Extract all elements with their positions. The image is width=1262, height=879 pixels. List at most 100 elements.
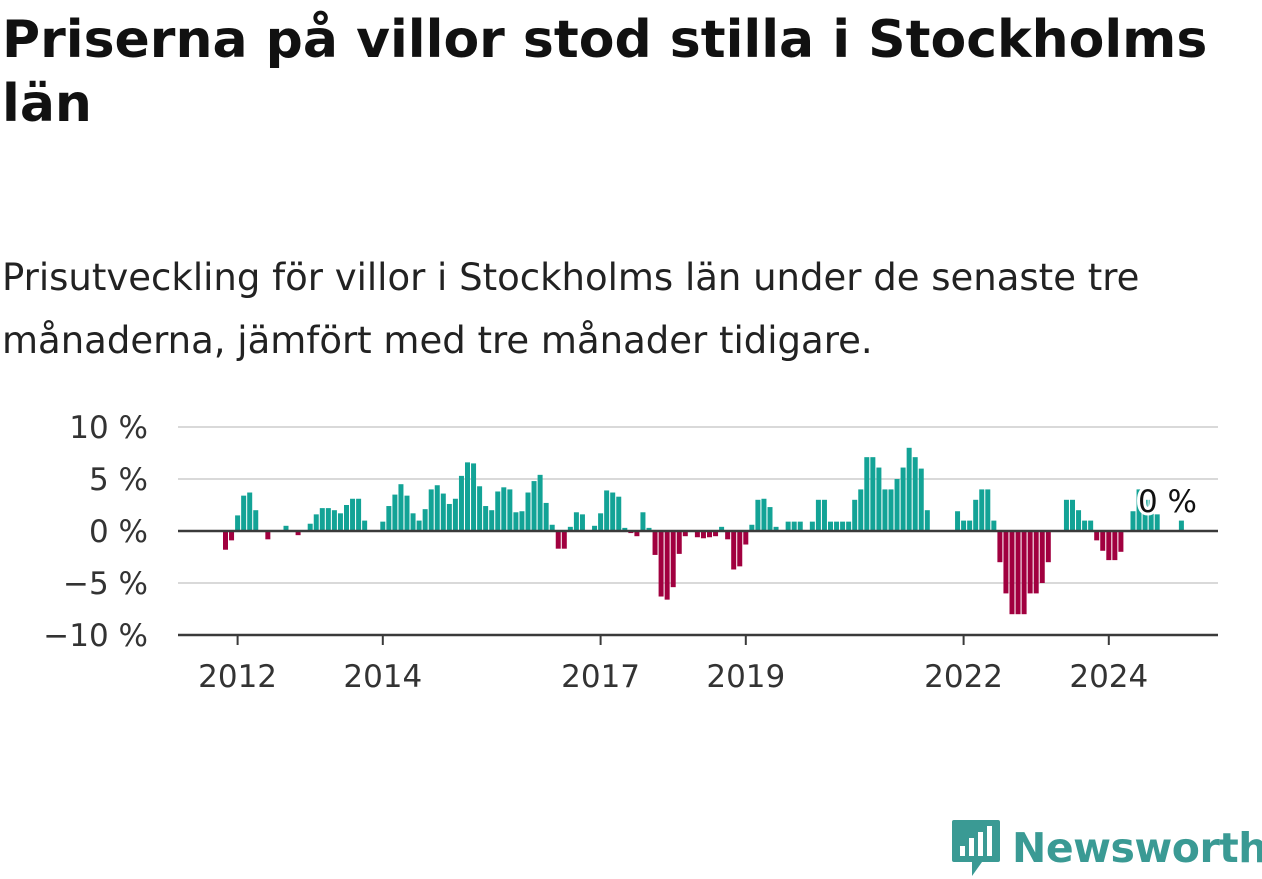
bar xyxy=(1118,531,1124,552)
bar xyxy=(446,503,452,531)
bar xyxy=(1015,531,1021,615)
bar xyxy=(313,514,319,531)
bar xyxy=(658,531,664,597)
bar xyxy=(985,489,991,531)
bar xyxy=(356,498,362,531)
bar xyxy=(731,531,737,570)
bar xyxy=(967,520,973,531)
x-tick-label: 2019 xyxy=(706,659,785,695)
bar xyxy=(1003,531,1009,594)
bar xyxy=(876,467,882,531)
bar xyxy=(1027,531,1033,594)
bar xyxy=(1076,510,1082,531)
bar xyxy=(640,512,646,531)
bar xyxy=(362,520,368,531)
bar xyxy=(519,511,525,531)
bar xyxy=(834,521,840,531)
bar xyxy=(223,531,228,550)
bar xyxy=(858,489,864,531)
bar xyxy=(1178,520,1184,531)
bar xyxy=(1112,531,1118,561)
bar xyxy=(513,512,519,531)
bar xyxy=(767,507,773,531)
bar xyxy=(325,508,331,531)
bar xyxy=(1045,531,1051,563)
bar xyxy=(1136,489,1142,531)
bar xyxy=(549,524,555,531)
bar xyxy=(531,481,537,531)
bar xyxy=(737,531,743,567)
bar xyxy=(852,499,858,531)
bar xyxy=(646,527,652,531)
bar xyxy=(253,510,259,531)
bar xyxy=(543,502,549,531)
bar xyxy=(840,521,846,531)
bar xyxy=(241,495,247,531)
axes xyxy=(178,529,1218,645)
x-tick-label: 2024 xyxy=(1069,659,1148,695)
bar xyxy=(350,498,356,531)
bar xyxy=(295,531,301,536)
bar xyxy=(235,515,241,531)
bar xyxy=(555,531,561,549)
bar xyxy=(616,496,622,531)
bar xyxy=(900,467,906,531)
bar xyxy=(337,513,343,531)
bar xyxy=(398,484,404,531)
bar xyxy=(676,531,682,554)
bar xyxy=(1130,511,1136,531)
bar xyxy=(719,526,725,531)
bar xyxy=(331,510,337,531)
bar xyxy=(755,499,761,531)
bar xyxy=(507,489,513,531)
bar xyxy=(410,513,416,531)
bar xyxy=(707,531,712,538)
x-tick-label: 2017 xyxy=(561,659,640,695)
bar xyxy=(265,531,271,540)
bar xyxy=(344,505,349,531)
bar xyxy=(713,531,719,537)
bar xyxy=(229,531,235,541)
bar xyxy=(1039,531,1045,583)
bar xyxy=(906,447,912,531)
bar xyxy=(561,531,567,549)
bar xyxy=(380,521,386,531)
bar xyxy=(652,531,658,555)
bar xyxy=(610,492,616,531)
y-tick-label: 10 % xyxy=(69,410,148,446)
bar xyxy=(1142,499,1148,531)
bar xyxy=(870,457,876,531)
bar xyxy=(979,489,985,531)
bar xyxy=(924,510,930,531)
bar xyxy=(1148,499,1154,531)
bar xyxy=(1154,514,1160,531)
bar xyxy=(1082,520,1088,531)
bar xyxy=(888,489,894,531)
bar xyxy=(828,521,833,531)
bar xyxy=(791,521,797,531)
bar xyxy=(567,526,573,531)
bar xyxy=(773,526,779,531)
bar xyxy=(434,485,440,531)
bar xyxy=(592,525,598,531)
bar xyxy=(955,511,961,531)
bar xyxy=(809,521,815,531)
bar xyxy=(797,521,803,531)
bar xyxy=(283,525,289,531)
bar xyxy=(912,457,918,531)
bar xyxy=(694,531,700,538)
x-tick-label: 2022 xyxy=(924,659,1003,695)
bar xyxy=(664,531,670,600)
tick-labels: 10 % 5 % 0 % −5 % −10 % 2012 2014 2017 2019 2022 2… xyxy=(43,410,1200,695)
bar xyxy=(725,531,731,540)
bar xyxy=(961,520,967,531)
bar xyxy=(815,499,821,531)
bar xyxy=(1009,531,1015,615)
bar xyxy=(1100,531,1106,551)
chart-title: Priserna på villor stod stilla i Stockho… xyxy=(2,10,1208,134)
x-tick-label: 2014 xyxy=(343,659,422,695)
bar xyxy=(743,531,749,545)
bar xyxy=(416,520,422,531)
bar xyxy=(1106,531,1112,561)
bar xyxy=(864,457,870,531)
